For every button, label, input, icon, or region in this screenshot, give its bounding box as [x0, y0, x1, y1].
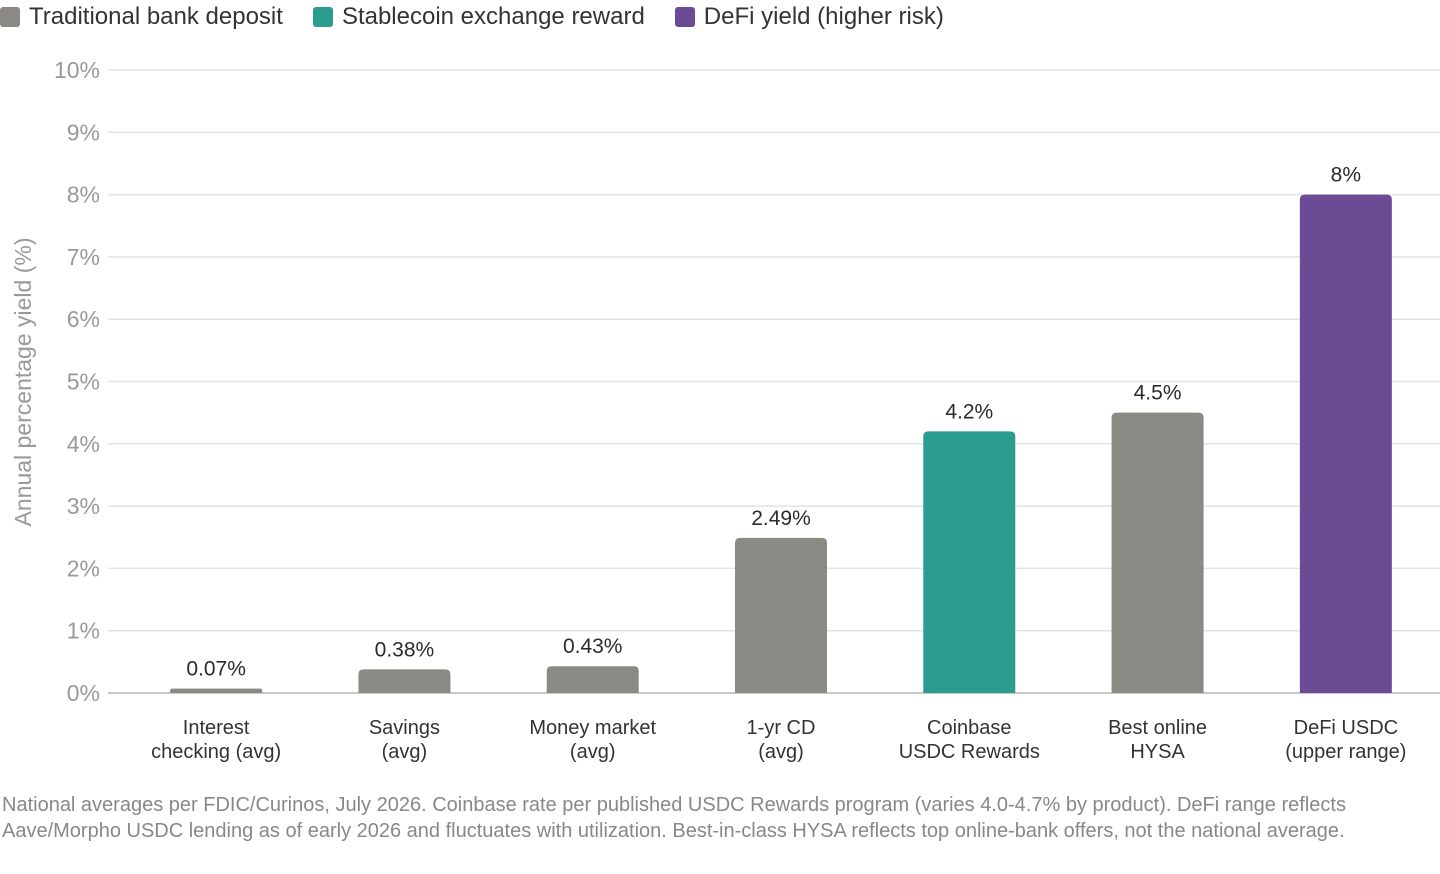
data-label: 0.07%: [186, 658, 246, 681]
y-axis-ticks: 0% 1% 2% 3% 4% 5% 6% 7% 8% 9% 10%: [54, 57, 100, 706]
data-label: 0.38%: [375, 638, 435, 661]
bar: [735, 537, 827, 693]
bar: [923, 431, 1016, 693]
x-tick-label: 1-yr CD: [747, 717, 816, 739]
y-tick-label: 2%: [67, 555, 100, 581]
y-tick-label: 7%: [67, 244, 100, 270]
footnote: National averages per FDIC/Curinos, July…: [2, 794, 1346, 842]
data-label: 2.49%: [751, 507, 811, 530]
bar: [170, 688, 263, 693]
x-tick-label: Interest: [183, 717, 250, 739]
y-tick-label: 8%: [67, 182, 100, 208]
legend-item-stablecoin: Stablecoin exchange reward: [312, 3, 645, 31]
x-tick-label: checking (avg): [151, 741, 281, 763]
x-tick-label: Money market: [529, 717, 656, 739]
y-tick-label: 4%: [67, 431, 100, 457]
y-tick-label: 6%: [67, 306, 100, 332]
x-tick-label: Coinbase: [927, 717, 1012, 739]
legend-swatch-traditional: [0, 7, 20, 27]
y-tick-label: 9%: [67, 119, 100, 145]
y-tick-label: 5%: [67, 369, 100, 395]
data-label: 8%: [1331, 164, 1361, 187]
x-tick-label: (avg): [570, 741, 616, 763]
y-tick-label: 1%: [67, 618, 100, 644]
x-tick-label: (upper range): [1285, 741, 1406, 763]
y-axis-label: Annual percentage yield (%): [10, 238, 36, 527]
legend-label-traditional: Traditional bank deposit: [29, 3, 283, 30]
bar: [1299, 194, 1392, 693]
legend-label-stablecoin: Stablecoin exchange reward: [341, 3, 645, 30]
x-tick-label: USDC Rewards: [899, 741, 1040, 763]
x-tick-label: Savings: [369, 717, 440, 739]
x-tick-label: DeFi USDC: [1294, 717, 1398, 739]
chart-legend: Traditional bank deposit Stablecoin exch…: [0, 0, 944, 34]
bar: [1111, 412, 1204, 693]
y-tick-label: 10%: [54, 57, 100, 83]
data-label: 4.2%: [945, 400, 993, 423]
data-label: 4.5%: [1134, 382, 1182, 405]
legend-item-traditional: Traditional bank deposit: [0, 3, 283, 31]
y-tick-label: 0%: [67, 680, 100, 706]
x-tick-label: (avg): [382, 741, 428, 763]
y-tick-label: 3%: [67, 493, 100, 519]
bar-chart: 0% 1% 2% 3% 4% 5% 6% 7% 8% 9% 10% 0.07% 0.38% 0.43% 2…: [10, 57, 1440, 763]
legend-label-defi: DeFi yield (higher risk): [703, 3, 944, 30]
legend-swatch-stablecoin: [312, 7, 333, 27]
x-tick-label: (avg): [758, 741, 804, 763]
legend-swatch-defi: [674, 7, 695, 27]
bars: [170, 194, 1392, 693]
legend-item-defi: DeFi yield (higher risk): [674, 3, 944, 31]
data-label: 0.43%: [563, 635, 623, 658]
bar: [358, 669, 451, 693]
x-tick-label: Best online: [1108, 717, 1207, 739]
x-tick-label: HYSA: [1130, 741, 1185, 763]
data-labels: 0.07% 0.38% 0.43% 2.49% 4.2% 4.5% 8%: [186, 164, 1361, 681]
bar: [546, 666, 639, 693]
